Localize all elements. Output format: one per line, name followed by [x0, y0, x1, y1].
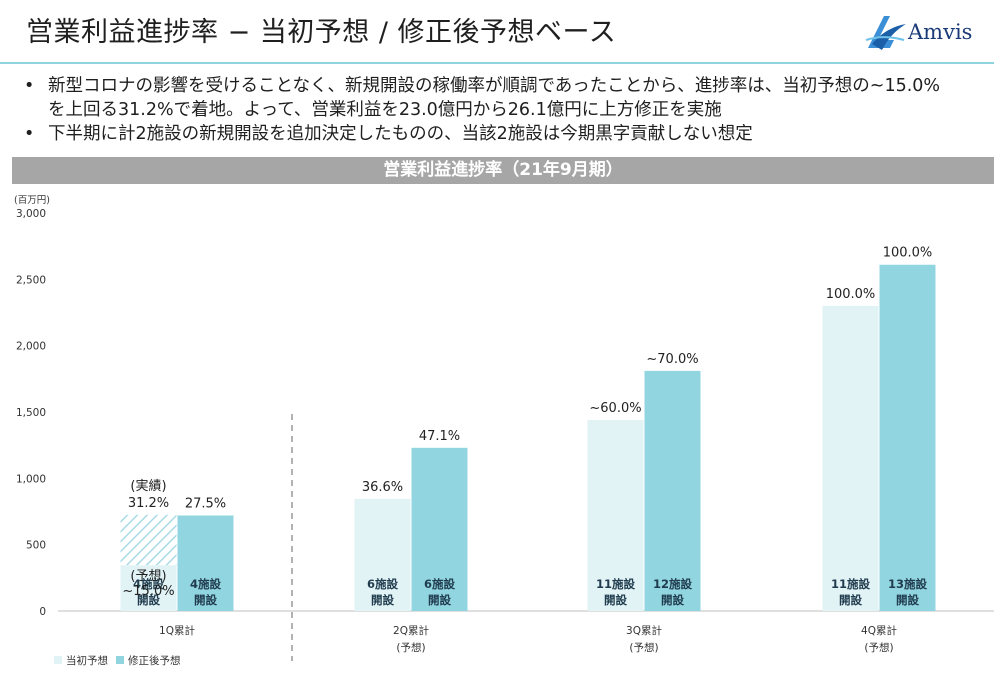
bar-revised-plan [411, 447, 468, 611]
bar-facility-count: 4施設 [190, 577, 222, 591]
bar-facility-count: 6施設 [424, 577, 456, 591]
legend-label-revised: 修正後予想 [128, 654, 181, 667]
y-tick-label: 1,000 [16, 473, 46, 485]
y-tick-label: 2,000 [16, 341, 46, 353]
data-label-initial: 100.0% [826, 287, 876, 302]
bullet-text: 新型コロナの影響を受けることなく、新規開設の稼働率が順調であったことから、進捗率… [48, 76, 941, 96]
x-category-label: 2Q累計 [393, 624, 429, 637]
logo-text: Amvis [908, 20, 973, 44]
bar-facility-caption: 開設 [839, 593, 862, 607]
annotation-actual-caption: (実績) [130, 478, 166, 494]
y-axis-unit-label: (百万円) [14, 195, 50, 206]
bar-initial-plan [354, 498, 411, 611]
legend-label-initial: 当初予想 [66, 654, 108, 667]
data-label-initial: 31.2% [128, 496, 169, 511]
bar-facility-caption: 開設 [896, 593, 919, 607]
annotation-plan-value: ~15.0% [122, 584, 174, 599]
company-logo: Amvis [864, 10, 994, 56]
page-title: 営業利益進捗率 − 当初予想 / 修正後予想ベース [26, 17, 617, 48]
operating-profit-chart: (百万円) 0 500 1,000 1,500 2,000 2,500 3,000 31.2% 2… [14, 195, 994, 667]
data-label-revised: 100.0% [883, 246, 933, 261]
data-label-initial: ~60.0% [589, 401, 641, 416]
bar-initial-plan [822, 305, 879, 611]
bar-facility-count: 12施設 [653, 577, 693, 591]
bar-facility-count: 6施設 [367, 577, 399, 591]
bar-facility-count: 13施設 [888, 577, 928, 591]
y-tick-label: 1,500 [16, 407, 46, 419]
x-category-sublabel: (予想) [629, 641, 658, 654]
bullet-item: • 新型コロナの影響を受けることなく、新規開設の稼働率が順調であったことから、進… [22, 74, 994, 122]
bar-facility-caption: 開設 [194, 593, 217, 607]
bar-initial-plan [120, 565, 177, 611]
x-category-label: 1Q累計 [159, 624, 195, 637]
bar-facility-caption: 開設 [371, 593, 394, 607]
x-category-sublabel: (予想) [864, 641, 893, 654]
chart-title-banner: 営業利益進捗率（21年9月期） [12, 157, 994, 184]
bar-initial-actual-hatched [120, 514, 177, 566]
data-label-revised: 47.1% [419, 429, 460, 444]
bar-facility-count: 4施設 [133, 577, 165, 591]
legend-swatch-revised [116, 656, 124, 664]
bar-revised-plan [177, 515, 234, 611]
legend-swatch-initial [54, 656, 62, 664]
bar-facility-count: 11施設 [831, 577, 871, 591]
bullet-dot: • [24, 124, 35, 144]
data-label-revised: ~70.0% [646, 352, 698, 367]
data-label-initial: 36.6% [362, 480, 403, 495]
bar-facility-count: 11施設 [596, 577, 636, 591]
bullet-text: 下半期に計2施設の新規開設を追加決定したものの、当該2施設は今期黒字貢献しない想… [48, 124, 753, 144]
bar-facility-caption: 開設 [137, 593, 160, 607]
bullet-item: • 下半期に計2施設の新規開設を追加決定したものの、当該2施設は今期黒字貢献しな… [22, 122, 994, 146]
y-tick-label: 3,000 [16, 208, 46, 220]
title-divider [0, 62, 994, 64]
summary-bullets: • 新型コロナの影響を受けることなく、新規開設の稼働率が順調であったことから、進… [22, 74, 994, 146]
bar-revised-plan [644, 370, 701, 611]
chart-layer: (百万円) 0 500 1,000 1,500 2,000 2,500 3,000 31.2% 2… [14, 195, 994, 667]
y-tick-label: 500 [26, 540, 46, 552]
bullet-dot: • [24, 76, 35, 96]
bar-facility-caption: 開設 [661, 593, 684, 607]
bar-initial-plan [587, 419, 644, 611]
bar-facility-caption: 開設 [604, 593, 627, 607]
data-label-revised: 27.5% [185, 496, 226, 511]
annotation-plan-caption: (予想) [130, 568, 166, 584]
x-category-sublabel: (予想) [396, 641, 425, 654]
bar-revised-plan [879, 264, 936, 611]
y-tick-label: 2,500 [16, 274, 46, 286]
logo-mark-icon [865, 16, 906, 50]
y-tick-label: 0 [39, 606, 46, 618]
x-category-label: 4Q累計 [861, 624, 897, 637]
bullet-text-cont: を上回る31.2%で着地。よって、営業利益を23.0億円から26.1億円に上方修… [48, 100, 722, 120]
x-category-label: 3Q累計 [626, 624, 662, 637]
bar-facility-caption: 開設 [428, 593, 451, 607]
